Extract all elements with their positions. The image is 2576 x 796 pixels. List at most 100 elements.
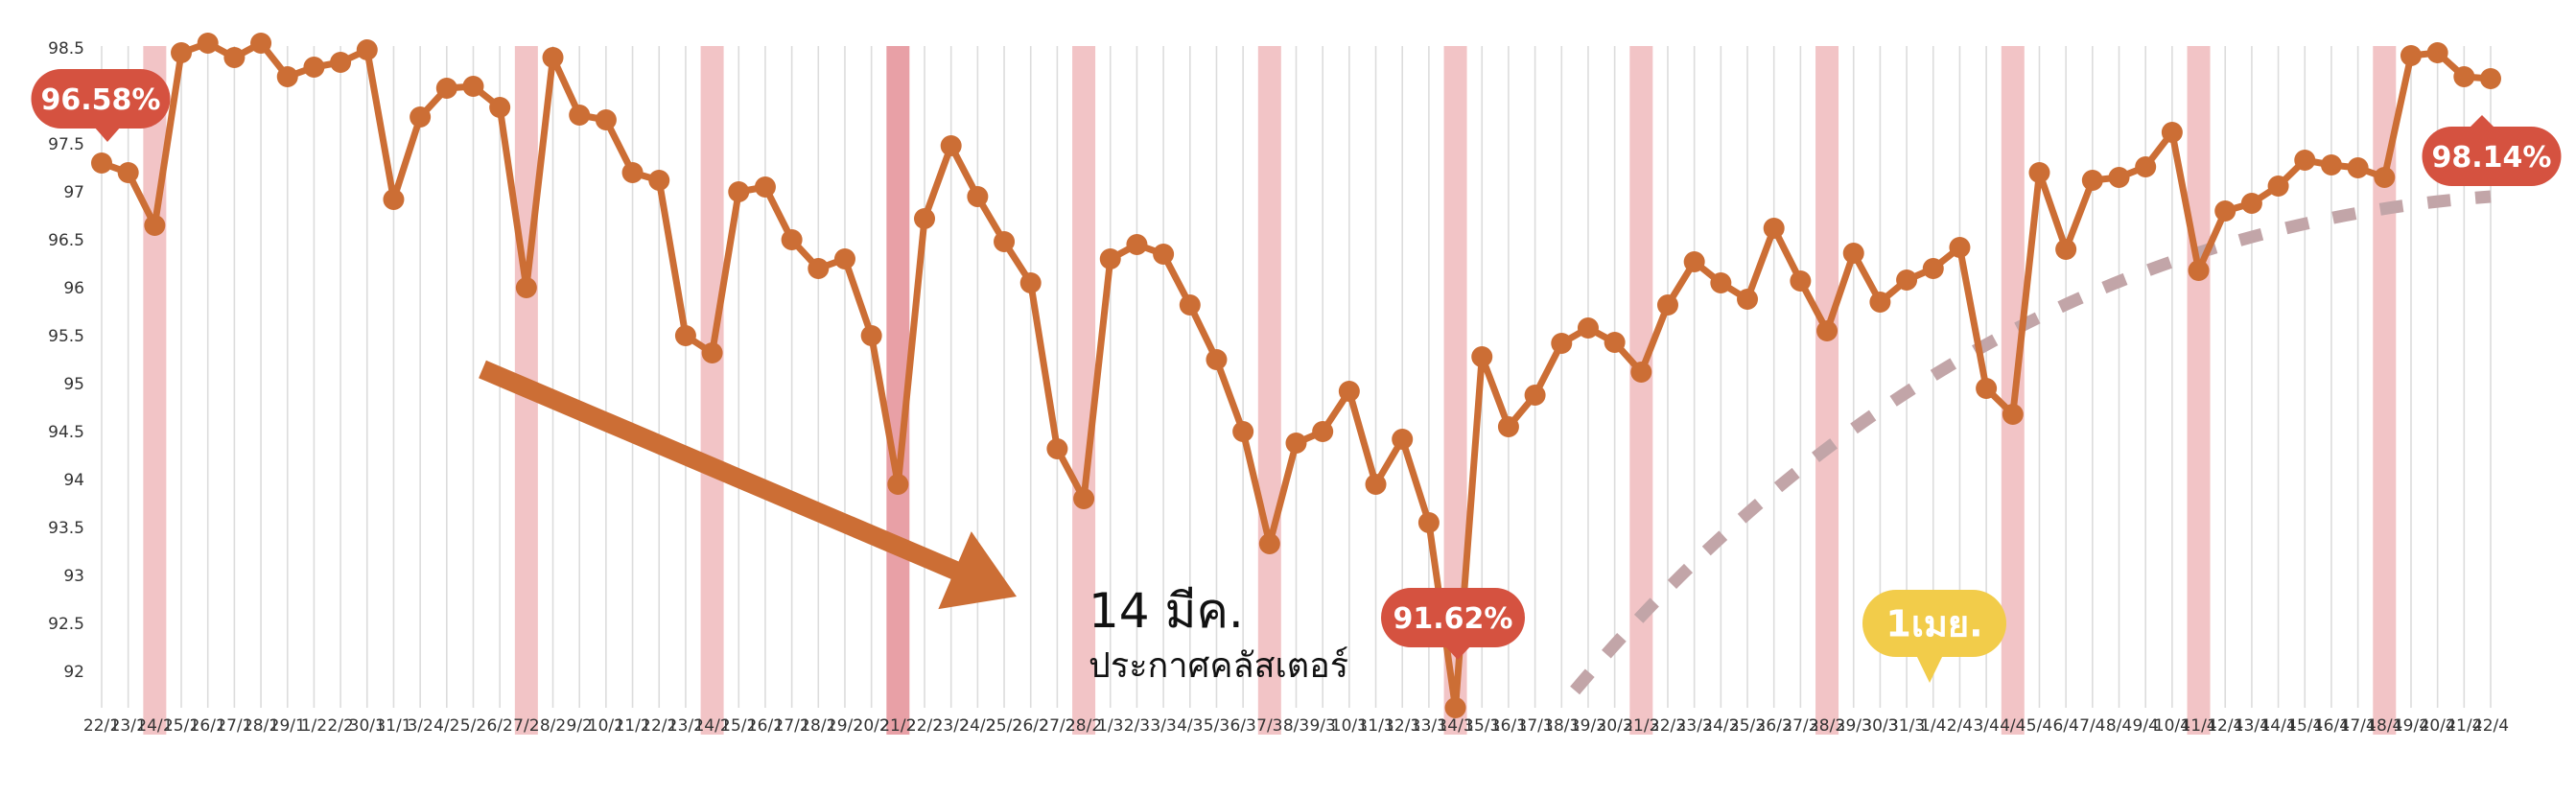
data-point	[1604, 332, 1626, 353]
x-tick-label: 5/2	[460, 716, 486, 736]
data-point	[674, 325, 696, 346]
x-tick-label: 29/1	[269, 716, 306, 736]
x-tick-label: 20/3	[1597, 716, 1633, 736]
data-point	[2028, 162, 2050, 183]
x-tick-label: 2/3	[1124, 716, 1150, 736]
x-tick-label: 10/4	[2154, 716, 2190, 736]
data-point	[701, 342, 723, 363]
data-point	[356, 39, 378, 60]
x-tick-label: 25/2	[986, 716, 1022, 736]
x-tick-label: 19/3	[1570, 716, 1606, 736]
data-point	[542, 47, 564, 68]
data-point	[2320, 154, 2342, 176]
data-point	[1019, 272, 1042, 293]
down-trend-arrow	[479, 360, 1017, 610]
data-point	[595, 109, 617, 130]
y-tick-label: 92.5	[48, 615, 84, 634]
data-point	[940, 135, 962, 156]
data-point	[383, 189, 405, 210]
x-tick-label: 23/3	[1676, 716, 1713, 736]
trend-line-path	[1570, 190, 2492, 695]
data-point	[1551, 333, 1573, 354]
x-tick-label: 22/2	[906, 716, 943, 736]
x-tick-label: 3/3	[1150, 716, 1176, 736]
data-point	[1577, 317, 1599, 339]
x-axis-ticks: 22/123/124/125/126/127/128/129/11/2 2/230…	[83, 716, 2509, 736]
highlight-band	[143, 46, 167, 735]
x-tick-label: 18/4	[2366, 716, 2402, 736]
data-point	[1392, 429, 1414, 450]
x-tick-label: 13/4	[2234, 716, 2270, 736]
x-tick-label: 17/3	[1517, 716, 1554, 736]
date-bubble-april-label: 1เมย.	[1885, 603, 1982, 645]
data-point	[435, 78, 457, 99]
data-point	[1816, 320, 1838, 341]
x-tick-label: 11/3	[1357, 716, 1393, 736]
data-point	[489, 97, 511, 118]
data-point	[330, 52, 352, 73]
x-tick-label: 15/4	[2286, 716, 2323, 736]
x-tick-label: 26/1	[190, 716, 226, 736]
x-tick-label: 27/2	[1039, 716, 1075, 736]
data-point	[728, 181, 750, 202]
value-bubble-start-shape	[31, 69, 171, 129]
x-tick-label: 24/2	[959, 716, 995, 736]
data-point	[303, 57, 325, 78]
data-point	[1656, 294, 1678, 316]
x-tick-label: 27/1	[216, 716, 252, 736]
data-point	[250, 33, 272, 54]
x-tick-label: 31/1	[375, 716, 411, 736]
data-point	[1365, 474, 1387, 495]
data-point	[2161, 122, 2183, 143]
data-point	[2267, 176, 2289, 197]
data-point	[1285, 433, 1307, 454]
grid-lines	[101, 46, 2492, 708]
data-point	[1179, 294, 1201, 316]
x-tick-label: 5/3	[1204, 716, 1229, 736]
data-point	[410, 106, 432, 128]
x-tick-label: 19/2	[827, 716, 863, 736]
x-tick-label: 18/3	[1543, 716, 1580, 736]
data-point	[914, 208, 936, 229]
data-point	[1099, 248, 1121, 269]
x-tick-label: 23/1	[110, 716, 147, 736]
data-point	[1737, 289, 1759, 310]
x-tick-label: 30/1	[349, 716, 386, 736]
x-tick-label: 1/3	[1097, 716, 1123, 736]
x-tick-label: 21/2	[879, 716, 916, 736]
data-point	[1922, 258, 1944, 279]
value-bubble-end: 98.14%	[2422, 115, 2562, 186]
value-bubble-start-label: 96.58%	[41, 83, 161, 117]
x-tick-label: 1/2	[301, 716, 327, 736]
highlight-band	[1257, 46, 1281, 735]
data-point	[648, 170, 670, 191]
data-point	[2374, 167, 2396, 188]
data-point	[887, 474, 909, 495]
data-point	[276, 66, 298, 87]
x-tick-label: 3/4	[1973, 716, 1999, 736]
arrow-head	[938, 531, 1017, 610]
data-point	[171, 42, 193, 63]
data-point	[781, 229, 803, 250]
x-tick-label: 18/2	[800, 716, 836, 736]
y-tick-label: 95	[63, 375, 84, 394]
data-point	[808, 258, 830, 279]
x-tick-label: 25/1	[163, 716, 199, 736]
data-point	[117, 162, 139, 183]
x-tick-label: 7/2	[513, 716, 539, 736]
x-tick-label: 16/2	[747, 716, 784, 736]
data-point	[1710, 272, 1732, 293]
data-point	[462, 76, 484, 97]
value-bubble-start: 96.58%	[31, 69, 171, 142]
y-tick-label: 93	[63, 567, 84, 586]
x-tick-label: 8/3	[1283, 716, 1309, 736]
value-bubble-start-pointer	[94, 127, 121, 142]
y-tick-label: 98.5	[48, 39, 84, 59]
highlight-bands	[143, 46, 2397, 735]
x-tick-label: 15/3	[1464, 716, 1500, 736]
data-point	[754, 176, 776, 198]
y-tick-label: 94.5	[48, 423, 84, 442]
data-point	[144, 215, 166, 236]
x-tick-label: 22/4	[2472, 716, 2509, 736]
